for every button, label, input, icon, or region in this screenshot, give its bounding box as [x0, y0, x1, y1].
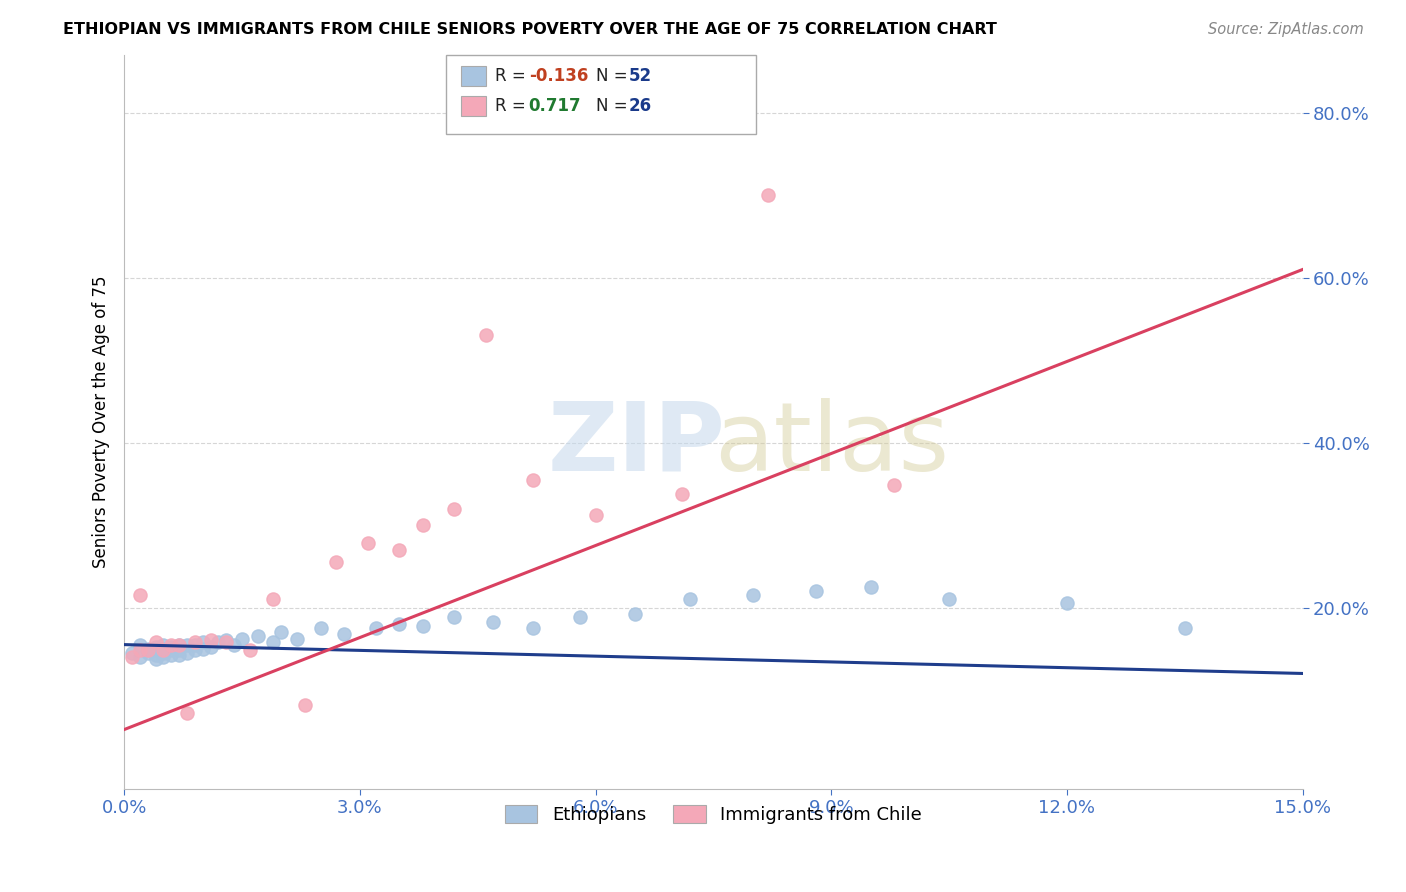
Point: [129, 638, 152, 652]
Point: [129, 650, 152, 665]
Point: [152, 643, 174, 657]
Point: [200, 640, 222, 654]
Text: atlas: atlas: [714, 398, 949, 491]
Point: [136, 643, 159, 657]
Text: ETHIOPIAN VS IMMIGRANTS FROM CHILE SENIORS POVERTY OVER THE AGE OF 75 CORRELATIO: ETHIOPIAN VS IMMIGRANTS FROM CHILE SENIO…: [63, 22, 997, 37]
Text: Source: ZipAtlas.com: Source: ZipAtlas.com: [1208, 22, 1364, 37]
Point: [309, 621, 332, 635]
Point: [231, 632, 253, 646]
Point: [145, 643, 167, 657]
Point: [294, 698, 316, 712]
Point: [239, 643, 262, 657]
Point: [333, 627, 356, 641]
Point: [443, 501, 465, 516]
Point: [412, 618, 434, 632]
Point: [522, 621, 544, 635]
Point: [167, 638, 190, 652]
Point: [671, 487, 693, 501]
Point: [859, 580, 882, 594]
Point: [388, 542, 411, 557]
Point: [121, 650, 143, 665]
Point: [191, 635, 214, 649]
Point: [176, 638, 198, 652]
Point: [191, 641, 214, 656]
Point: [121, 646, 143, 660]
Point: [1056, 596, 1078, 610]
Point: [263, 635, 285, 649]
Point: [184, 635, 207, 649]
Text: R =: R =: [495, 67, 531, 85]
Point: [1174, 621, 1197, 635]
Point: [136, 646, 159, 660]
Point: [160, 643, 183, 657]
Point: [270, 625, 292, 640]
Legend: Ethiopians, Immigrants from Chile: Ethiopians, Immigrants from Chile: [498, 797, 929, 831]
Text: N =: N =: [596, 67, 633, 85]
Point: [883, 478, 905, 492]
Point: [412, 518, 434, 533]
Point: [129, 643, 152, 657]
Point: [388, 617, 411, 632]
Point: [522, 473, 544, 487]
Point: [145, 635, 167, 649]
Point: [152, 641, 174, 656]
Point: [624, 607, 647, 621]
Point: [938, 592, 960, 607]
Point: [215, 635, 238, 649]
Text: 52: 52: [628, 67, 651, 85]
Point: [482, 615, 505, 630]
Text: R =: R =: [495, 97, 531, 115]
Point: [160, 648, 183, 663]
Point: [741, 588, 763, 602]
Point: [184, 638, 207, 652]
Point: [167, 638, 190, 652]
Point: [160, 638, 183, 652]
Text: ZIP: ZIP: [548, 398, 725, 491]
Y-axis label: Seniors Poverty Over the Age of 75: Seniors Poverty Over the Age of 75: [93, 276, 110, 568]
Point: [160, 640, 183, 654]
Point: [224, 638, 246, 652]
Point: [167, 648, 190, 662]
Point: [176, 706, 198, 720]
Point: [758, 188, 780, 202]
Text: -0.136: -0.136: [529, 67, 588, 85]
Point: [184, 643, 207, 657]
Text: N =: N =: [596, 97, 633, 115]
Point: [215, 633, 238, 648]
Point: [443, 610, 465, 624]
Point: [263, 592, 285, 607]
Point: [679, 592, 702, 607]
Point: [145, 640, 167, 654]
Point: [167, 643, 190, 657]
Point: [176, 646, 198, 660]
Point: [152, 650, 174, 665]
Point: [129, 588, 152, 602]
Point: [136, 641, 159, 656]
Point: [325, 555, 347, 569]
Point: [145, 648, 167, 663]
Point: [804, 584, 827, 599]
Point: [152, 646, 174, 660]
Point: [136, 643, 159, 657]
Point: [568, 610, 591, 624]
Point: [357, 536, 380, 550]
Point: [200, 633, 222, 648]
Point: [246, 629, 269, 643]
Point: [145, 651, 167, 665]
Point: [152, 638, 174, 652]
Point: [585, 508, 607, 523]
Point: [474, 328, 496, 343]
Point: [207, 635, 229, 649]
Point: [364, 621, 387, 635]
Text: 0.717: 0.717: [529, 97, 581, 115]
Point: [285, 632, 308, 646]
Text: 26: 26: [628, 97, 651, 115]
